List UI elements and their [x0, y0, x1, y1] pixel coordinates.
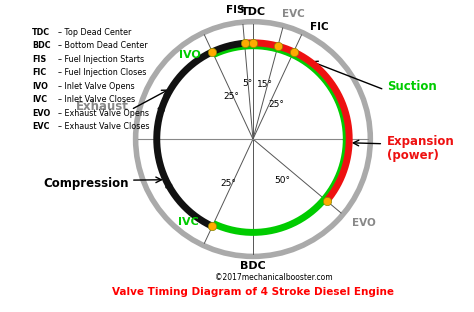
Text: – Bottom Dead Center: – Bottom Dead Center — [58, 41, 148, 50]
Text: EVC: EVC — [32, 122, 50, 131]
Text: FIC: FIC — [32, 68, 46, 77]
Text: Exhaust: Exhaust — [76, 100, 128, 113]
Text: ©2017mechanicalbooster.com: ©2017mechanicalbooster.com — [215, 273, 333, 282]
Text: IVC: IVC — [32, 95, 47, 104]
Text: BDC: BDC — [32, 41, 51, 50]
Text: 50°: 50° — [275, 176, 291, 185]
Text: 25°: 25° — [223, 92, 239, 101]
Text: 15°: 15° — [257, 80, 273, 89]
Text: FIS: FIS — [227, 5, 245, 15]
Text: EVO: EVO — [32, 109, 51, 118]
Text: – Exhaust Valve Closes: – Exhaust Valve Closes — [58, 122, 150, 131]
Text: 25°: 25° — [268, 100, 284, 109]
Text: FIS: FIS — [32, 55, 46, 64]
Text: IVC: IVC — [178, 217, 199, 227]
Text: IVO: IVO — [179, 50, 201, 60]
Text: – Inlet Valve Opens: – Inlet Valve Opens — [58, 81, 135, 90]
Text: – Top Dead Center: – Top Dead Center — [58, 27, 132, 37]
Text: Valve Timing Diagram of 4 Stroke Diesel Engine: Valve Timing Diagram of 4 Stroke Diesel … — [112, 287, 394, 297]
Text: – Inlet Valve Closes: – Inlet Valve Closes — [58, 95, 135, 104]
Text: TDC: TDC — [240, 7, 265, 17]
Text: FIC: FIC — [310, 22, 329, 32]
Text: EVO: EVO — [352, 218, 376, 228]
Text: – Exhaust Valve Opens: – Exhaust Valve Opens — [58, 109, 149, 118]
Text: IVO: IVO — [32, 81, 48, 90]
Text: TDC: TDC — [32, 27, 50, 37]
Text: EVC: EVC — [282, 9, 304, 19]
Text: 5°: 5° — [242, 79, 252, 88]
Text: – Fuel Injection Starts: – Fuel Injection Starts — [58, 55, 144, 64]
Text: BDC: BDC — [240, 261, 266, 271]
Text: Compression: Compression — [43, 177, 128, 190]
Text: Suction: Suction — [387, 80, 437, 93]
Text: 25°: 25° — [220, 179, 236, 188]
Text: – Fuel Injection Closes: – Fuel Injection Closes — [58, 68, 146, 77]
Text: Expansion
(power): Expansion (power) — [387, 135, 455, 162]
